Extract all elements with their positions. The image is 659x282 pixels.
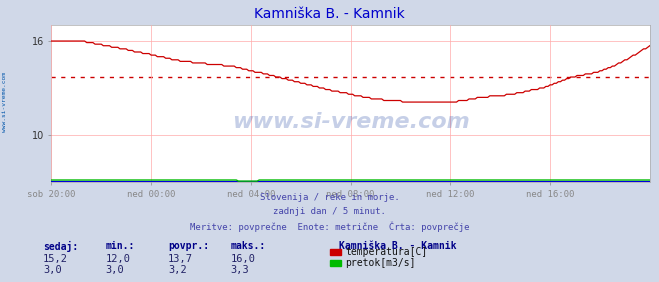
Text: 16,0: 16,0 — [231, 254, 256, 264]
Text: temperatura[C]: temperatura[C] — [345, 247, 428, 257]
Text: 15,2: 15,2 — [43, 254, 68, 264]
Text: Kamniška B. - Kamnik: Kamniška B. - Kamnik — [339, 241, 457, 251]
Text: 13,7: 13,7 — [168, 254, 193, 264]
Text: povpr.:: povpr.: — [168, 241, 209, 251]
Text: sedaj:: sedaj: — [43, 241, 78, 252]
Text: 3,2: 3,2 — [168, 265, 186, 275]
Text: www.si-vreme.com: www.si-vreme.com — [2, 72, 7, 131]
Text: zadnji dan / 5 minut.: zadnji dan / 5 minut. — [273, 207, 386, 216]
Text: Kamniška B. - Kamnik: Kamniška B. - Kamnik — [254, 7, 405, 21]
Text: maks.:: maks.: — [231, 241, 266, 251]
Text: Slovenija / reke in morje.: Slovenija / reke in morje. — [260, 193, 399, 202]
Text: 3,0: 3,0 — [105, 265, 124, 275]
Text: 12,0: 12,0 — [105, 254, 130, 264]
Text: min.:: min.: — [105, 241, 135, 251]
Text: pretok[m3/s]: pretok[m3/s] — [345, 258, 416, 268]
Text: 3,0: 3,0 — [43, 265, 61, 275]
Text: www.si-vreme.com: www.si-vreme.com — [232, 113, 469, 133]
Text: Meritve: povprečne  Enote: metrične  Črta: povprečje: Meritve: povprečne Enote: metrične Črta:… — [190, 221, 469, 232]
Text: 3,3: 3,3 — [231, 265, 249, 275]
